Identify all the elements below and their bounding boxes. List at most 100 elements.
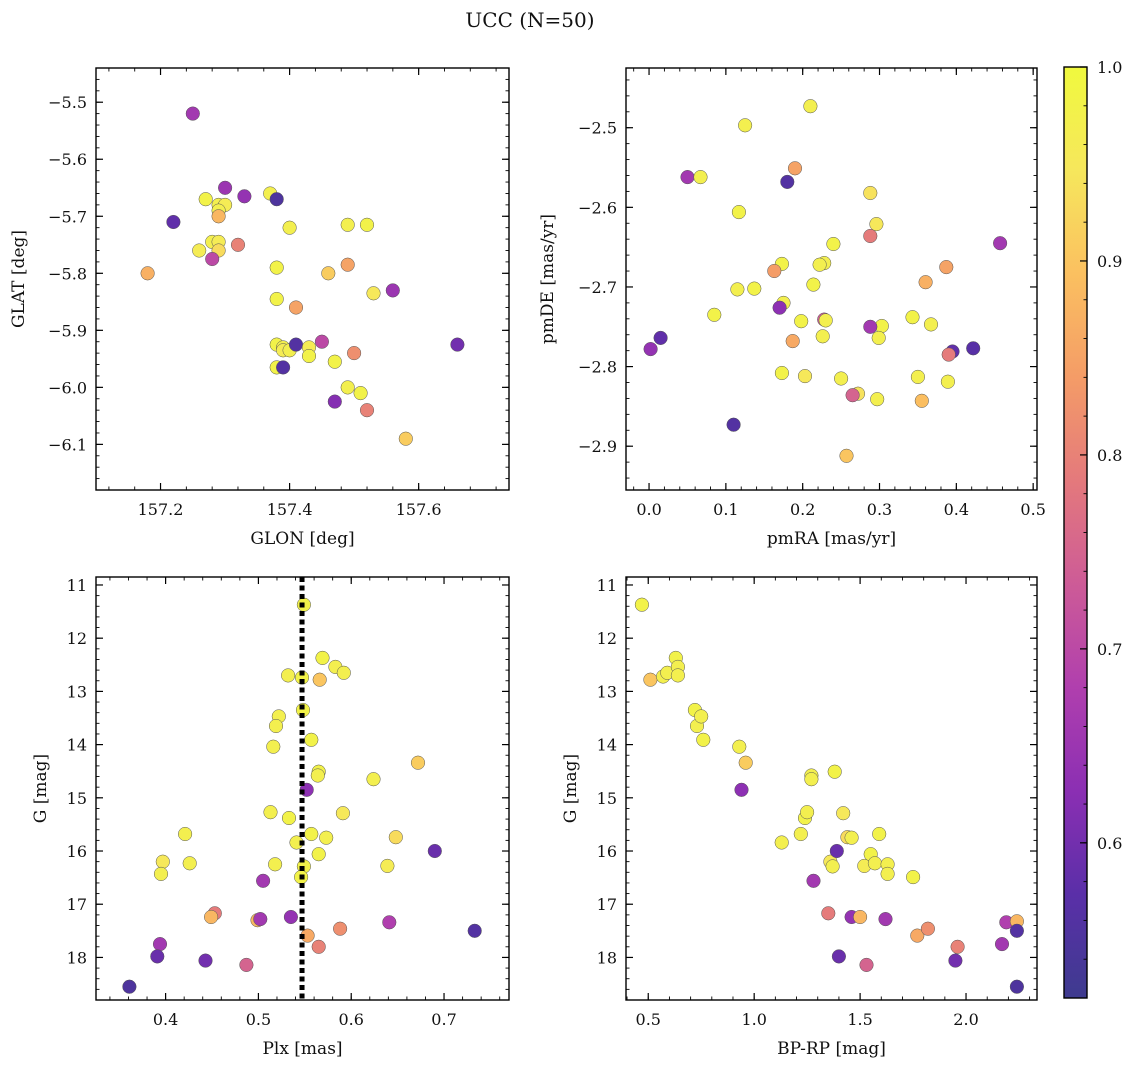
sky-point-1: [166, 214, 181, 230]
proper-motion-point-1: [738, 118, 753, 133]
sky-point-41: [353, 386, 368, 401]
proper-motion-point-40: [797, 369, 813, 384]
sky-point-24: [340, 217, 355, 232]
color-magnitude-y-tick-label: 12: [597, 629, 617, 648]
sky-point-0: [185, 106, 200, 121]
proper-motion-point-8: [869, 217, 884, 232]
sky-point-22: [321, 266, 336, 281]
color-magnitude-x-tick-label: 1.0: [741, 1010, 766, 1029]
parallax-magnitude-point-4: [281, 668, 296, 683]
color-magnitude-point-45: [994, 937, 1010, 952]
parallax-magnitude-point-15: [410, 755, 426, 770]
proper-motion-point-15: [767, 263, 782, 279]
proper-motion-point-13: [812, 257, 827, 272]
parallax-magnitude-point-19: [335, 806, 350, 821]
proper-motion-point-3: [680, 170, 695, 185]
proper-motion-point-0: [803, 99, 818, 114]
color-magnitude-point-48: [1009, 923, 1024, 938]
sky-point-19: [140, 266, 155, 281]
color-magnitude-point-29: [844, 830, 859, 845]
parallax-magnitude-y-tick-label: 18: [67, 948, 87, 967]
color-magnitude-point-10: [696, 732, 711, 747]
proper-motion-point-35: [643, 342, 658, 357]
proper-motion-point-24: [794, 314, 809, 329]
sky-x-axis-label: GLON [deg]: [250, 529, 354, 549]
proper-motion-x-tick-label: 0.5: [1020, 500, 1045, 519]
parallax-magnitude-point-25: [311, 847, 326, 862]
parallax-magnitude-point-23: [388, 830, 403, 845]
proper-motion-y-tick-label: −2.7: [578, 278, 617, 297]
parallax-magnitude-point-47: [198, 953, 213, 968]
parallax-magnitude-point-31: [380, 858, 395, 873]
proper-motion-point-33: [966, 341, 981, 356]
color-magnitude-y-tick-label: 18: [597, 948, 617, 967]
proper-motion-point-36: [785, 334, 800, 349]
proper-motion-point-48: [726, 417, 741, 432]
color-magnitude-y-tick-label: 13: [597, 682, 617, 701]
parallax-magnitude-x-axis-label: Plx [mas]: [262, 1039, 342, 1059]
parallax-magnitude-x-tick-label: 0.5: [246, 1010, 271, 1029]
sky-point-39: [276, 360, 291, 375]
color-magnitude-point-25: [829, 843, 844, 859]
sky-point-36: [327, 354, 342, 369]
color-magnitude-x-axis-label: BP-RP [mag]: [777, 1039, 886, 1059]
parallax-magnitude-y-tick-label: 13: [67, 682, 87, 701]
proper-motion-point-30: [863, 319, 878, 334]
color-magnitude-point-36: [872, 826, 887, 842]
panel-proper-motion: 0.0 0.1 0.2 0.3 0.4 0.5 −2.5 −2.6 −2.7 −2.8 −2.9 pm…: [538, 67, 1046, 549]
sky-point-27: [385, 283, 400, 298]
proper-motion-point-2: [787, 161, 803, 176]
proper-motion-point-49: [839, 448, 854, 463]
proper-motion-point-10: [826, 236, 841, 252]
parallax-magnitude-point-49: [122, 979, 137, 994]
proper-motion-point-32: [941, 347, 956, 362]
proper-motion-point-9: [863, 228, 878, 244]
sky-point-43: [359, 403, 375, 418]
color-magnitude-point-20: [806, 873, 821, 888]
color-magnitude-point-43: [948, 953, 963, 968]
parallax-magnitude-point-18: [281, 810, 297, 826]
color-magnitude-point-15: [793, 826, 808, 842]
sky-point-17: [282, 220, 297, 235]
parallax-magnitude-axes-frame: [95, 576, 510, 1001]
sky-point-5: [269, 192, 284, 207]
sky-point-37: [347, 346, 362, 361]
proper-motion-point-41: [834, 371, 849, 386]
sky-y-tick-label: −5.5: [48, 93, 87, 112]
panel-color-magnitude: 0.5 1.0 1.5 2.0 11 12 13 14 15 16 17 18 BP-RP [mag] G…: [561, 576, 1038, 1059]
color-magnitude-point-37: [878, 912, 893, 927]
sky-x-tick-label: 157.4: [267, 500, 313, 519]
parallax-magnitude-point-29: [268, 857, 283, 872]
proper-motion-x-tick-label: 0.0: [636, 500, 661, 519]
proper-motion-point-28: [923, 317, 939, 332]
color-magnitude-point-6: [670, 668, 685, 683]
color-magnitude-point-39: [880, 866, 895, 881]
parallax-magnitude-point-10: [304, 732, 319, 747]
color-magnitude-point-0: [634, 597, 649, 612]
color-magnitude-point-21: [821, 906, 836, 921]
color-magnitude-point-24: [827, 764, 842, 779]
proper-motion-point-22: [772, 300, 787, 315]
sky-y-tick-label: −6.1: [48, 435, 87, 454]
proper-motion-y-tick-label: −2.8: [578, 358, 617, 377]
color-magnitude-y-tick-label: 11: [597, 576, 617, 595]
sky-point-10: [211, 209, 226, 224]
color-magnitude-point-27: [836, 806, 851, 821]
parallax-magnitude-point-26: [427, 843, 442, 859]
parallax-magnitude-point-27: [155, 854, 170, 869]
proper-motion-x-axis-label: pmRA [mas/yr]: [767, 529, 896, 549]
color-magnitude-point-17: [800, 805, 815, 820]
parallax-magnitude-point-28: [182, 856, 197, 871]
proper-motion-point-26: [818, 313, 833, 328]
sky-point-42: [327, 394, 342, 409]
parallax-magnitude-point-17: [263, 805, 278, 820]
sky-point-3: [237, 189, 252, 204]
sky-y-axis-label: GLAT [deg]: [9, 230, 29, 328]
parallax-magnitude-point-6: [312, 672, 327, 687]
parallax-magnitude-point-11: [266, 739, 281, 754]
parallax-magnitude-point-9: [268, 718, 284, 734]
sky-point-34: [301, 348, 317, 364]
color-magnitude-point-26: [831, 949, 846, 964]
sky-point-21: [288, 300, 304, 315]
parallax-magnitude-y-tick-label: 12: [67, 629, 87, 648]
